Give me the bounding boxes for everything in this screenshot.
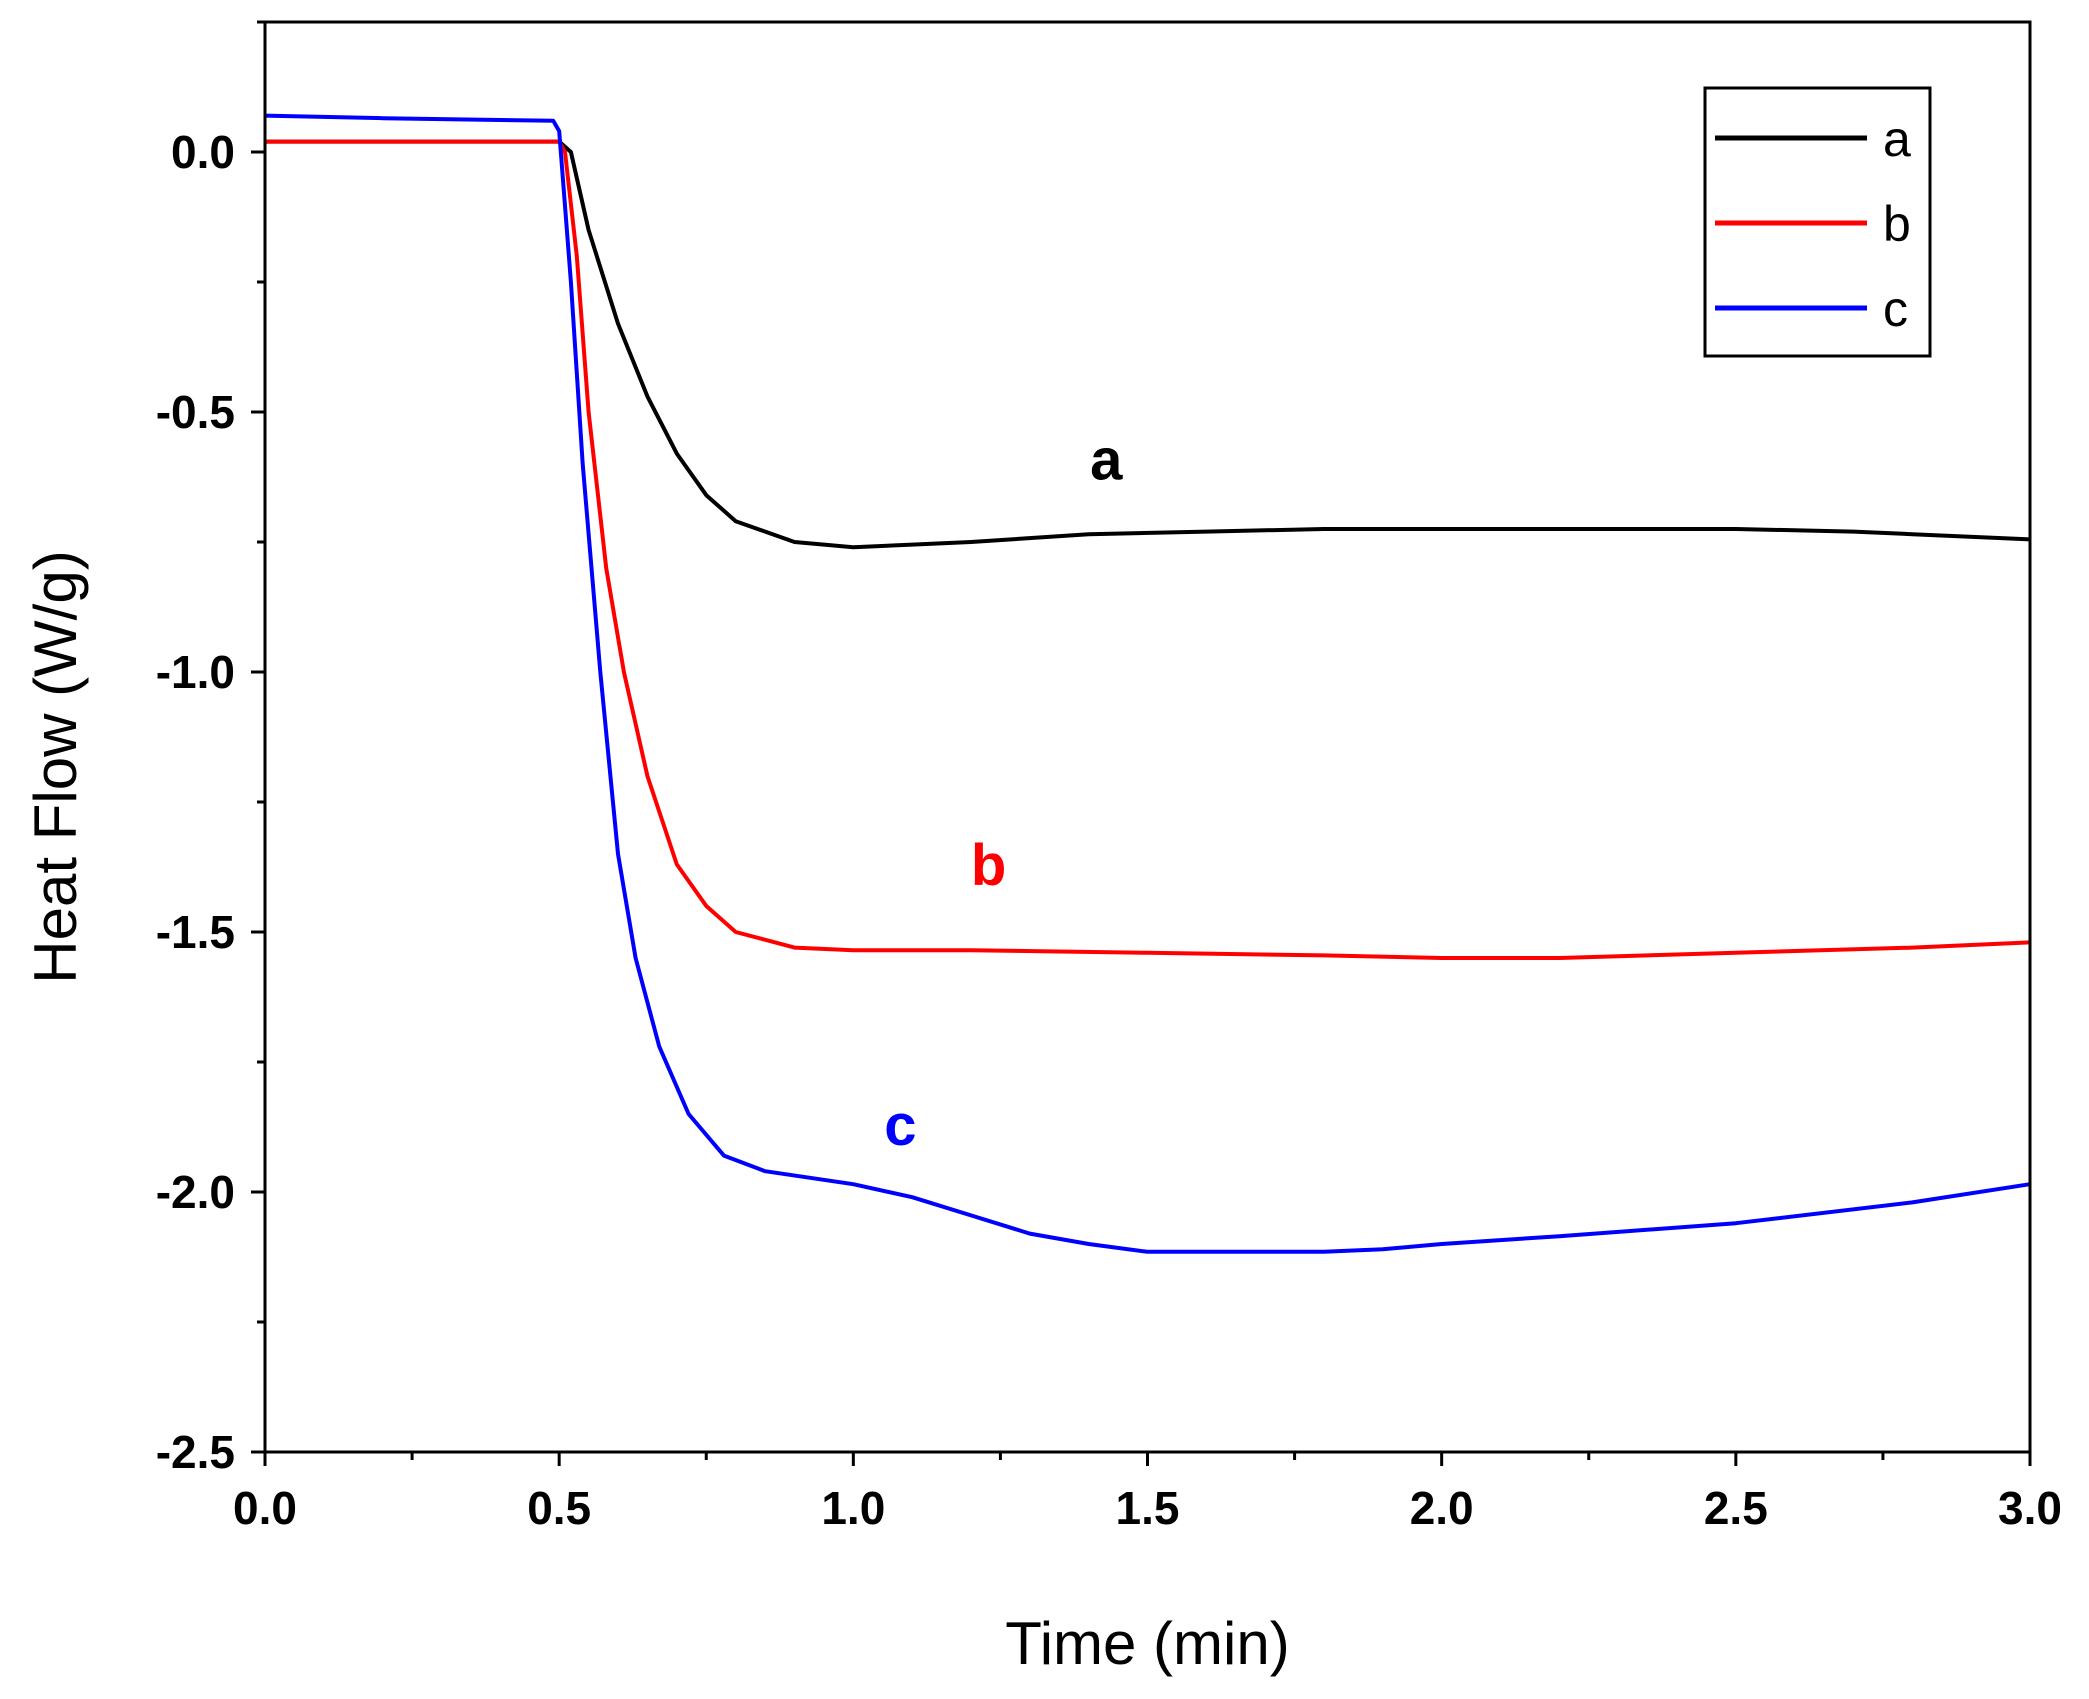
annotation-c: c <box>884 1093 916 1158</box>
legend: abc <box>1703 86 1932 358</box>
series-line-c <box>264 113 2031 1254</box>
y-axis-title: Heat Flow (W/g) <box>22 550 89 983</box>
legend-label-b: b <box>1883 196 1911 252</box>
legend-label-c: c <box>1883 281 1908 337</box>
x-tick-label: 3.0 <box>1998 1482 2062 1534</box>
legend-label-a: a <box>1883 111 1911 167</box>
series-annotations: a b c <box>884 428 1123 1159</box>
annotation-b: b <box>971 833 1006 898</box>
y-tick-label: -1.0 <box>156 646 235 698</box>
y-tick-label: -1.5 <box>156 906 235 958</box>
series-line-a <box>265 139 2031 550</box>
y-tick-label: -2.0 <box>156 1166 235 1218</box>
y-axis-ticks: 0.0 -0.5 -1.0 -1.5 -2.0 -2.5 <box>156 20 265 1478</box>
annotation-a: a <box>1090 428 1123 493</box>
x-tick-label: 1.5 <box>1116 1482 1180 1534</box>
x-axis-ticks: 0.0 0.5 1.0 1.5 2.0 2.5 3.0 <box>233 1452 2062 1534</box>
x-tick-label: 1.0 <box>821 1482 885 1534</box>
y-tick-label: 0.0 <box>171 126 235 178</box>
x-axis-title: Time (min) <box>1005 1610 1289 1677</box>
x-tick-label: 0.0 <box>233 1482 297 1534</box>
y-tick-label: -2.5 <box>156 1426 235 1478</box>
x-tick-label: 2.0 <box>1410 1482 1474 1534</box>
plot-frame <box>263 20 2032 1454</box>
x-tick-label: 2.5 <box>1704 1482 1768 1534</box>
series-line-b <box>265 139 2031 960</box>
y-tick-label: -0.5 <box>156 386 235 438</box>
series-lines <box>264 113 2031 1254</box>
x-tick-label: 0.5 <box>527 1482 591 1534</box>
